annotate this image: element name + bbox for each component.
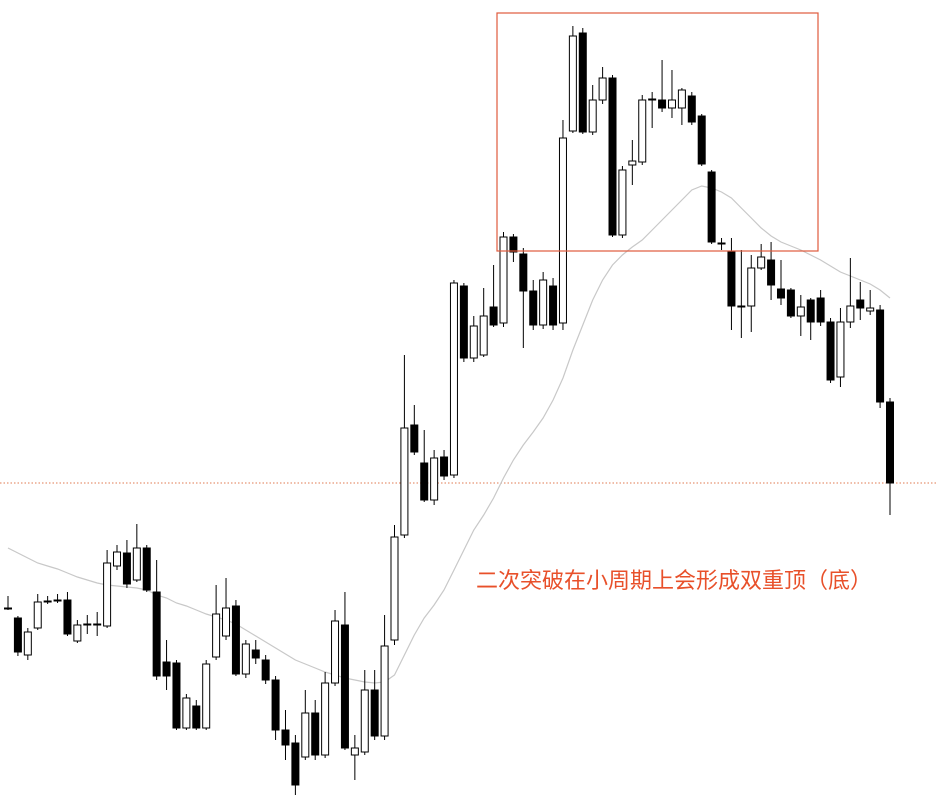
candle-body <box>479 315 488 356</box>
candle-body <box>251 649 260 659</box>
candle-body <box>331 620 340 684</box>
candle-body <box>747 267 756 307</box>
candle-body <box>311 712 320 756</box>
candle-body <box>132 547 141 581</box>
annotation: 二次突破在小周期上会形成双重顶（底） <box>476 569 872 594</box>
candle-body <box>658 99 667 109</box>
candle-body <box>241 643 250 675</box>
candle-body <box>340 624 349 749</box>
candle-body <box>856 299 865 309</box>
candle-body <box>499 236 508 324</box>
candle-body <box>370 689 379 737</box>
candle-body <box>459 285 468 359</box>
candle-body <box>608 77 617 236</box>
candle-body <box>549 285 558 326</box>
candle-body <box>727 251 736 307</box>
candle-body <box>866 307 875 312</box>
candle-body <box>628 160 637 166</box>
candle-body <box>281 729 290 746</box>
candle-body <box>568 35 577 132</box>
candle-body <box>449 282 458 476</box>
candle-body <box>350 747 359 756</box>
candle-body <box>321 682 330 756</box>
candle-body <box>400 427 409 536</box>
candle-body <box>13 617 22 653</box>
candle-body <box>737 305 746 308</box>
candle-body <box>33 601 42 629</box>
candle-body <box>430 457 439 501</box>
candle-body <box>578 32 587 133</box>
candle-body <box>420 462 429 501</box>
candle-body <box>103 562 112 627</box>
candle-body <box>707 171 716 243</box>
candle-body <box>598 77 607 101</box>
candle-body <box>776 288 785 299</box>
candle-body <box>23 631 32 656</box>
candle-body <box>529 290 538 326</box>
candle-body <box>212 613 221 658</box>
candle-body <box>519 253 528 292</box>
candle-body <box>806 299 815 323</box>
candle-body <box>876 309 885 403</box>
candle-body <box>440 456 449 477</box>
candle-body <box>796 306 805 317</box>
candle-body <box>667 99 676 109</box>
candle-body <box>410 424 419 453</box>
candle-body <box>648 98 657 101</box>
candle-body <box>261 659 270 681</box>
candle-body <box>53 599 62 602</box>
candle-body <box>558 137 567 324</box>
candle-body <box>271 679 280 731</box>
candle-body <box>757 256 766 269</box>
candle-body <box>301 712 310 758</box>
candle-body <box>113 551 122 567</box>
candle-body <box>162 661 171 677</box>
candle-body <box>360 689 369 753</box>
candle-body <box>380 645 389 737</box>
candle-body <box>786 289 795 317</box>
candle-body <box>202 663 211 729</box>
candle-body <box>172 662 181 729</box>
candle-body <box>63 599 72 635</box>
candle-body <box>767 259 776 286</box>
candle-body <box>717 242 726 245</box>
candle-body <box>182 697 191 729</box>
candle-body <box>816 297 825 323</box>
candle-body <box>192 705 201 729</box>
candle-body <box>687 95 696 123</box>
candle-body <box>142 547 151 591</box>
candle-body <box>618 169 627 236</box>
candle-body <box>539 279 548 326</box>
candle-body <box>152 591 161 677</box>
candle-body <box>390 536 399 641</box>
candle-body <box>638 99 647 163</box>
candle-body <box>846 305 855 323</box>
highlight-box <box>496 12 819 252</box>
candle-body <box>836 321 845 378</box>
candle-body <box>93 623 102 626</box>
candle-body <box>222 607 231 637</box>
candle-body <box>291 742 300 786</box>
candle-body <box>83 623 92 626</box>
candle-body <box>886 401 894 484</box>
candle-body <box>43 600 52 603</box>
candle-body <box>73 624 82 642</box>
candle-body <box>4 607 12 610</box>
candle-body <box>469 325 478 359</box>
candle-body <box>697 115 706 165</box>
candle-body <box>231 605 240 675</box>
candle-body <box>509 236 518 253</box>
candle-body <box>677 89 686 109</box>
candle-body <box>588 99 597 133</box>
candle-body <box>122 552 131 585</box>
candle-body <box>826 321 835 381</box>
candle-body <box>489 306 498 326</box>
